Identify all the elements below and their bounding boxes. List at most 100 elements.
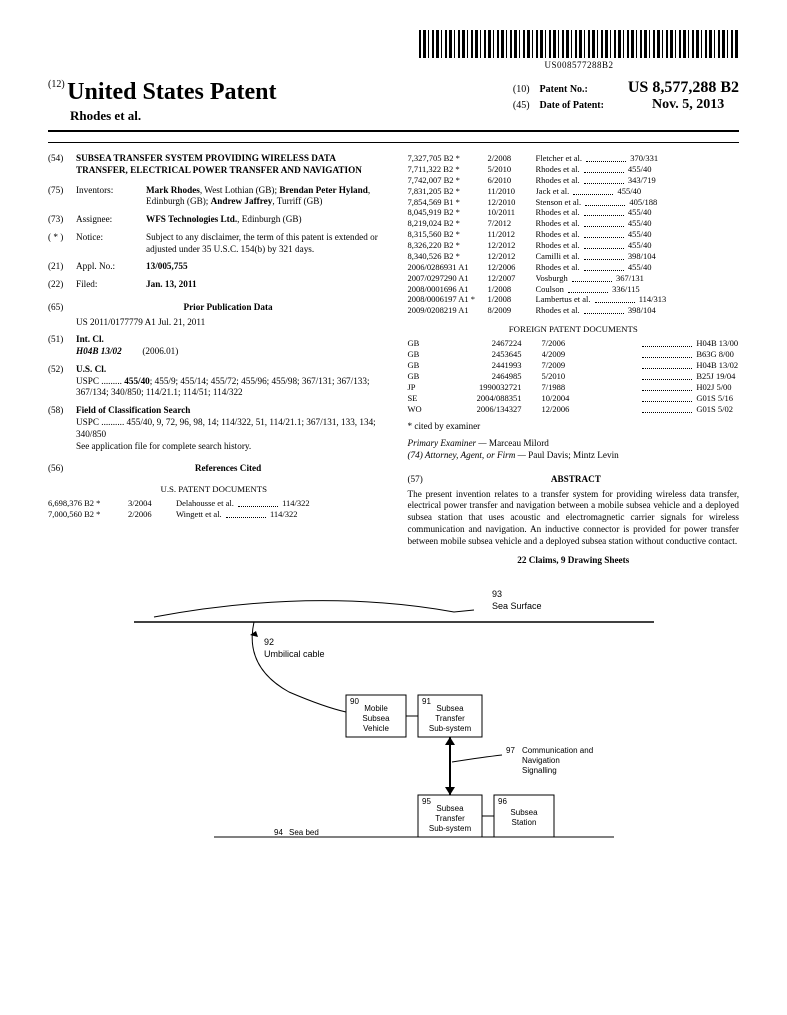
ref-row: 2007/0297290 A112/2007Vosburgh 367/131 xyxy=(408,273,740,284)
notice-text: Subject to any disclaimer, the term of t… xyxy=(146,232,380,256)
ref-row: 7,742,007 B2 *6/2010Rhodes et al. 343/71… xyxy=(408,175,740,186)
country-title: United States Patent xyxy=(67,79,276,105)
abstract-code: (57) xyxy=(408,474,423,484)
f21-label: Appl. No.: xyxy=(76,261,146,273)
patent-number: US 8,577,288 B2 xyxy=(628,79,739,97)
fig-n94: 94 xyxy=(274,828,283,837)
svg-text:Vehicle: Vehicle xyxy=(363,724,389,733)
appl-no: 13/005,755 xyxy=(146,261,380,273)
fig-n90: 90 xyxy=(350,697,359,706)
notice-label: Notice: xyxy=(76,232,146,256)
f22-code: (22) xyxy=(48,279,76,291)
svg-text:Mobile: Mobile xyxy=(364,704,388,713)
patent-date-code: (45) xyxy=(513,100,530,111)
f21-code: (21) xyxy=(48,261,76,273)
svg-text:Sub-system: Sub-system xyxy=(428,724,471,733)
f54-code: (54) xyxy=(48,153,76,177)
f58-code: (58) xyxy=(48,405,76,417)
ref-row: 2006/0286931 A112/2006Rhodes et al. 455/… xyxy=(408,262,740,273)
svg-text:Subsea: Subsea xyxy=(510,808,538,817)
assignee: WFS Technologies Ltd., Edinburgh (GB) xyxy=(146,214,380,226)
f75-label: Inventors: xyxy=(76,185,146,209)
f51-code: (51) xyxy=(48,334,76,346)
svg-text:Communication and: Communication and xyxy=(522,746,593,755)
figure: 93 Sea Surface 92 Umbilical cable 90 Mob… xyxy=(48,577,739,860)
patent-date-label: Date of Patent: xyxy=(540,100,604,111)
foreign-ref-row: JP19900327217/1988 H02J 5/00 xyxy=(408,382,740,393)
abstract-head: ABSTRACT xyxy=(425,474,727,486)
notice-code: ( * ) xyxy=(48,232,76,256)
f52-code: (52) xyxy=(48,364,76,376)
patent-no-label: Patent No.: xyxy=(540,84,588,95)
fig-n95: 95 xyxy=(422,797,431,806)
f52-label: U.S. Cl. xyxy=(76,364,106,374)
f56-code: (56) xyxy=(48,463,76,475)
fig-umbilical: Umbilical cable xyxy=(264,649,325,659)
fig-n97: 97 xyxy=(506,746,515,755)
barcode-bars xyxy=(419,30,739,58)
int-cl-code: H04B 13/02 xyxy=(76,346,122,356)
svg-text:Signalling: Signalling xyxy=(522,766,557,775)
us-docs-head: U.S. PATENT DOCUMENTS xyxy=(48,484,380,495)
cited-note: * cited by examiner xyxy=(408,421,740,433)
ref-row: 2008/0006197 A1 *1/2008Lambertus et al. … xyxy=(408,294,740,305)
foreign-ref-row: WO2006/13432712/2006 G01S 5/02 xyxy=(408,404,740,415)
search-note: See application file for complete search… xyxy=(48,441,380,453)
ref-row: 8,219,024 B2 *7/2012Rhodes et al. 455/40 xyxy=(408,218,740,229)
abstract-text: The present invention relates to a trans… xyxy=(408,489,740,548)
ref-row: 8,326,220 B2 *12/2012Rhodes et al. 455/4… xyxy=(408,240,740,251)
ref-row: 7,327,705 B2 *2/2008Fletcher et al. 370/… xyxy=(408,153,740,164)
f75-code: (75) xyxy=(48,185,76,209)
svg-text:Navigation: Navigation xyxy=(522,756,560,765)
svg-text:Station: Station xyxy=(511,818,536,827)
left-column: (54) SUBSEA TRANSFER SYSTEM PROVIDING WI… xyxy=(48,153,380,567)
header: (12) United States Patent Rhodes et al. … xyxy=(48,79,739,132)
svg-text:Sub-system: Sub-system xyxy=(428,824,471,833)
ref-row: 7,831,205 B2 *11/2010Jack et al. 455/40 xyxy=(408,186,740,197)
country-code: (12) xyxy=(48,79,65,90)
svg-text:Transfer: Transfer xyxy=(435,814,465,823)
ref-row: 8,315,560 B2 *11/2012Rhodes et al. 455/4… xyxy=(408,229,740,240)
ref-row: 7,854,569 B1 *12/2010Stenson et al. 405/… xyxy=(408,197,740,208)
f73-code: (73) xyxy=(48,214,76,226)
int-cl-year: (2006.01) xyxy=(142,346,178,356)
f73-label: Assignee: xyxy=(76,214,146,226)
ref-row: 8,340,526 B2 *12/2012Camilli et al. 398/… xyxy=(408,251,740,262)
us-refs-left: 6,698,376 B2 *3/2004Delahousse et al. 11… xyxy=(48,498,380,520)
foreign-ref-row: GB24536454/2009 B63G 8/00 xyxy=(408,349,740,360)
examiner-name: Marceau Milord xyxy=(489,438,549,448)
foreign-ref-row: GB24672247/2006 H04B 13/00 xyxy=(408,338,740,349)
us-refs-right: 7,327,705 B2 *2/2008Fletcher et al. 370/… xyxy=(408,153,740,316)
svg-text:Subsea: Subsea xyxy=(436,704,464,713)
patent-date: Nov. 5, 2013 xyxy=(652,97,724,113)
examiner-label: Primary Examiner — xyxy=(408,438,487,448)
fig-n92: 92 xyxy=(264,637,274,647)
f51-label: Int. Cl. xyxy=(76,334,104,344)
f58-label: Field of Classification Search xyxy=(76,405,190,415)
foreign-ref-row: SE2004/08835110/2004 G01S 5/16 xyxy=(408,393,740,404)
ref-row: 2008/0001696 A11/2008Coulson 336/115 xyxy=(408,284,740,295)
claims-line: 22 Claims, 9 Drawing Sheets xyxy=(408,555,740,567)
svg-text:Subsea: Subsea xyxy=(362,714,390,723)
foreign-refs: GB24672247/2006 H04B 13/00GB24536454/200… xyxy=(408,338,740,414)
prior-pub-value: US 2011/0177779 A1 Jul. 21, 2011 xyxy=(48,317,380,329)
ref-row: 8,045,919 B2 *10/2011Rhodes et al. 455/4… xyxy=(408,207,740,218)
svg-text:Subsea: Subsea xyxy=(436,804,464,813)
fig-n91: 91 xyxy=(422,697,431,706)
fig-n96: 96 xyxy=(498,797,507,806)
refs-cited-head: References Cited xyxy=(78,463,378,475)
prior-pub-head: Prior Publication Data xyxy=(78,302,378,314)
uspc-classes: USPC ......... 455/40; 455/9; 455/14; 45… xyxy=(48,376,380,400)
header-authors: Rhodes et al. xyxy=(48,108,276,124)
filed-date: Jan. 13, 2011 xyxy=(146,279,380,291)
fig-sea-surface: Sea Surface xyxy=(492,601,542,611)
search-field: USPC .......... 455/40, 9, 72, 96, 98, 1… xyxy=(48,417,380,441)
patent-no-code: (10) xyxy=(513,84,530,95)
f22-label: Filed: xyxy=(76,279,146,291)
ref-row: 2009/0208219 A18/2009Rhodes et al. 398/1… xyxy=(408,305,740,316)
attorney-label: (74) Attorney, Agent, or Firm — xyxy=(408,450,526,460)
foreign-docs-head: FOREIGN PATENT DOCUMENTS xyxy=(408,324,740,335)
svg-text:Transfer: Transfer xyxy=(435,714,465,723)
main-columns: (54) SUBSEA TRANSFER SYSTEM PROVIDING WI… xyxy=(48,153,739,567)
foreign-ref-row: GB24649855/2010 B25J 19/04 xyxy=(408,371,740,382)
